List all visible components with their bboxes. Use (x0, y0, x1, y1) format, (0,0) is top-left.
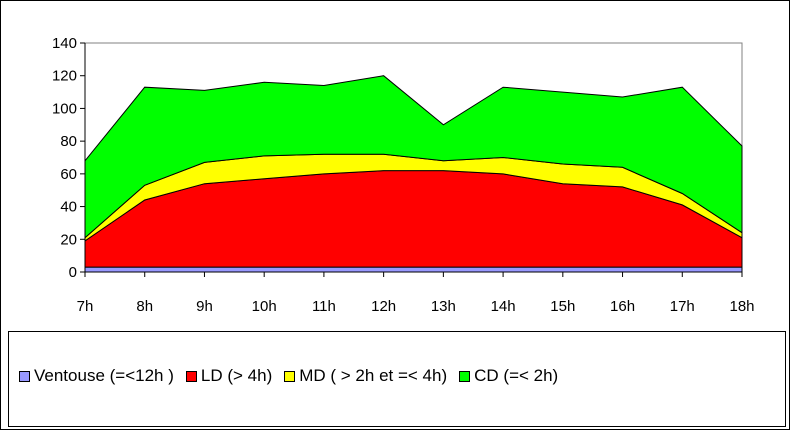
x-tick-label: 13h (431, 298, 456, 315)
x-tick-label: 17h (670, 298, 695, 315)
legend-swatch (185, 370, 197, 382)
y-tick-label: 140 (52, 35, 77, 52)
x-tick-label: 9h (196, 298, 213, 315)
y-tick-label: 20 (60, 231, 77, 248)
legend-item-3: CD (=< 2h) (459, 366, 558, 386)
legend-item-2: MD ( > 2h et =< 4h) (284, 366, 447, 386)
x-tick-label: 18h (729, 298, 754, 315)
legend-label: CD (=< 2h) (474, 366, 559, 385)
legend-swatch (284, 370, 296, 382)
legend-label: LD (> 4h) (200, 366, 273, 385)
x-tick-label: 12h (371, 298, 396, 315)
legend-label: MD ( > 2h et =< 4h) (299, 366, 448, 385)
legend-swatch (459, 370, 471, 382)
y-tick-label: 40 (60, 199, 77, 216)
y-tick-label: 100 (52, 100, 77, 117)
x-tick-label: 16h (610, 298, 635, 315)
legend-label: Ventouse (=<12h ) (34, 366, 174, 385)
legend: Ventouse (=<12h ) LD (> 4h) MD ( > 2h et =… (8, 331, 786, 427)
y-tick-label: 0 (69, 264, 77, 281)
legend-item-1: LD (> 4h) (185, 366, 273, 386)
y-tick-label: 120 (52, 68, 77, 85)
legend-swatch (19, 370, 30, 382)
x-tick-label: 15h (550, 298, 575, 315)
x-tick-label: 10h (252, 298, 277, 315)
x-tick-label: 14h (491, 298, 516, 315)
area-series-3 (84, 75, 743, 239)
y-tick-label: 60 (60, 166, 77, 183)
x-tick-label: 8h (136, 298, 153, 315)
legend-row: Ventouse (=<12h ) LD (> 4h) MD ( > 2h et =… (19, 366, 570, 386)
x-tick-label: 11h (312, 298, 336, 315)
y-tick-label: 80 (60, 133, 77, 150)
x-tick-label: 7h (77, 298, 94, 315)
area-series-0 (84, 266, 743, 273)
legend-item-0: Ventouse (=<12h ) (19, 366, 174, 386)
stacked-area-chart: 0 20 40 60 80 100 120 140 7h 8h 9h 10h 11h 12h 13h 14h 1… (52, 35, 755, 315)
